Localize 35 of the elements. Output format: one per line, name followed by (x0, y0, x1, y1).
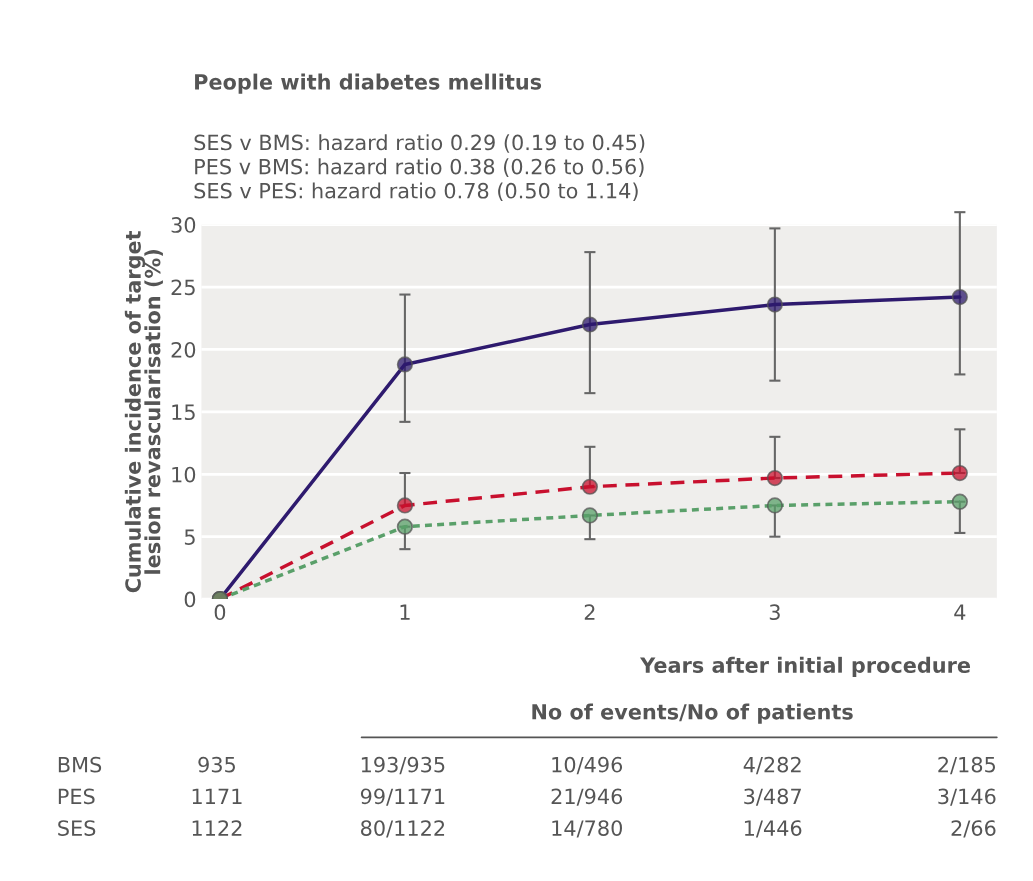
text: SES (58, 820, 96, 836)
text: 4/282 (743, 756, 801, 775)
text: 1122 (192, 820, 242, 836)
y-tick-label: 5 (184, 529, 195, 545)
y-tick-label: 10 (172, 466, 196, 483)
text: 21/946 (551, 788, 623, 806)
chart-subtitle: SES v BMS: hazard ratio 0.29 (0.19 to 0.45) PES v BMS: hazard ratio 0.38 (0.26 to 0.56) SES v PES: hazard ratio 0.78 (0.50 to 1.14) (194, 134, 645, 202)
x-tick-label: 4 (954, 604, 966, 620)
y-tick-label: 15 (172, 404, 195, 421)
text: 1171 (192, 788, 242, 804)
chart-title: People with diabetes mellitus (195, 73, 542, 94)
y-axis-title: Cumulative incidence of target lesion revascularisation (%) (124, 230, 163, 593)
text: 193/935 (361, 756, 445, 775)
y-tick-label: 30 (171, 217, 196, 233)
text: 3/487 (744, 788, 801, 806)
x-tick-label: 3 (769, 604, 780, 621)
text: 3/146 (938, 788, 996, 806)
x-tick-label: 1 (400, 604, 410, 620)
text: BMS (58, 756, 102, 773)
text: 2/185 (938, 756, 996, 775)
x-tick-label: 0 (214, 604, 226, 621)
text: 10/496 (552, 756, 623, 775)
text: No of events/No of patients (532, 703, 853, 724)
text: 14/780 (552, 820, 623, 838)
x-tick-label: 2 (584, 604, 595, 620)
text: 935 (198, 756, 235, 773)
text: 80/1122 (361, 820, 445, 838)
text: 2/66 (951, 820, 996, 838)
text: 1/446 (744, 820, 802, 838)
text: 99/1171 (360, 788, 445, 806)
text: PES (58, 788, 95, 805)
y-tick-label: 0 (184, 591, 196, 608)
y-tick-label: 20 (171, 341, 196, 358)
x-axis-title: Years after initial procedure (639, 656, 971, 677)
y-tick-label: 25 (171, 279, 195, 296)
